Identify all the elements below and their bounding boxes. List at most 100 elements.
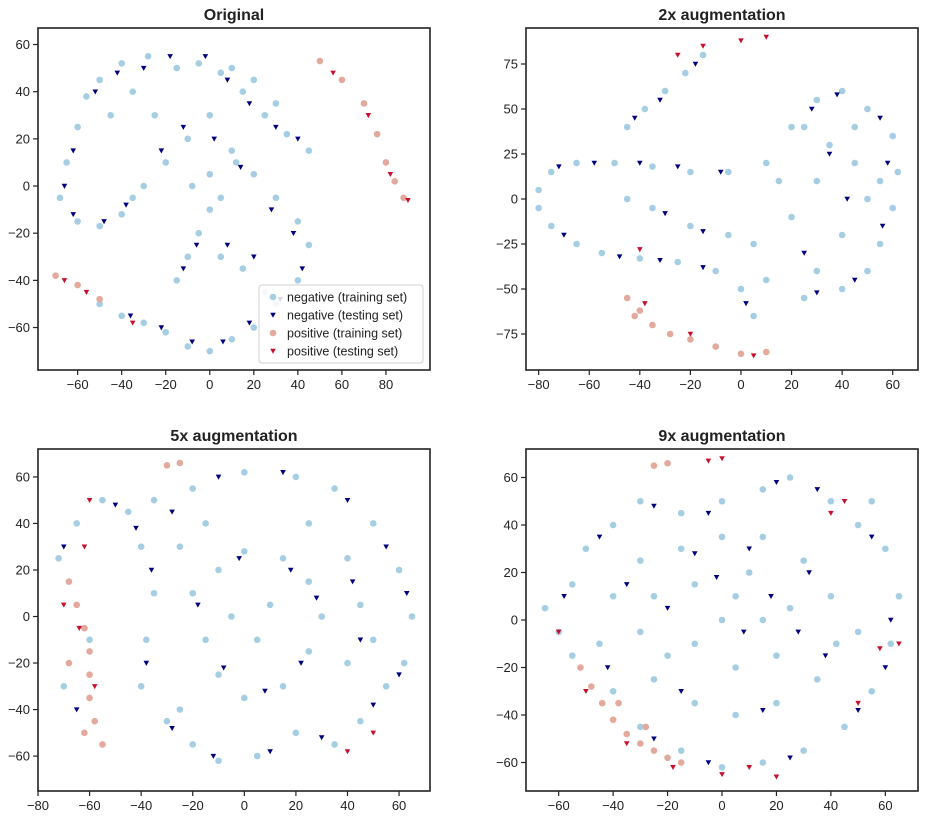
point-negative-training-set [344,659,351,667]
point-positive-testing-set [746,765,753,771]
point-positive-testing-set [642,301,648,307]
point-negative-testing-set [700,229,706,235]
point-positive-testing-set [719,772,725,778]
point-negative-training-set [582,545,590,553]
point-negative-testing-set [246,320,253,326]
point-positive-training-set [81,729,88,737]
point-negative-testing-set [167,54,173,60]
point-negative-training-set [217,69,225,77]
point-negative-testing-set [268,207,275,213]
point-negative-testing-set [884,160,891,166]
point-negative-training-set [188,182,196,190]
point-positive-testing-set [365,113,372,119]
point-negative-testing-set [806,570,812,576]
point-negative-testing-set [169,725,175,731]
point-positive-training-set [391,178,399,185]
point-negative-testing-set [114,70,121,76]
x-tick-label: 0 [241,798,248,813]
chart-title: Original [204,7,264,24]
point-negative-testing-set [70,212,77,218]
point-negative-testing-set [879,223,886,229]
chart-title: 5x augmentation [170,428,297,445]
point-negative-testing-set [657,257,663,263]
subplot-9x-augmentation: 9x augmentation −60 −40 −20 0 20 40 60 −60 −40 −20… [496,428,919,813]
point-negative-training-set [176,543,184,551]
point-positive-training-set [737,350,745,358]
point-negative-training-set [786,604,794,612]
point-negative-training-set [176,706,184,713]
point-positive-testing-set [370,730,377,736]
x-tick-label: 60 [885,377,899,392]
y-tick-label: 40 [16,84,30,99]
point-negative-training-set [253,752,261,760]
point-negative-training-set [228,147,236,154]
x-tick-label: 40 [824,798,838,813]
point-positive-testing-set [61,278,68,284]
point-negative-training-set [649,204,656,212]
point-negative-training-set [189,589,197,597]
point-negative-training-set [63,159,70,166]
point-negative-testing-set [193,242,200,248]
point-negative-training-set [292,729,300,737]
point-negative-testing-set [298,660,304,666]
point-negative-training-set [241,548,248,555]
point-negative-training-set [732,711,739,719]
point-negative-training-set [344,555,351,562]
point-negative-training-set [851,159,859,167]
x-tick-label: 20 [769,798,783,813]
x-tick-label: −20 [679,377,701,392]
x-tick-label: 0 [737,377,744,392]
point-positive-training-set [86,694,93,702]
point-negative-training-set [568,581,576,588]
legend-marker-positive-testing-set [270,348,276,354]
point-negative-training-set [369,520,377,527]
point-negative-testing-set [664,605,671,611]
point-negative-testing-set [808,106,815,112]
point-negative-training-set [241,468,248,476]
y-tick-label: 60 [16,37,30,52]
point-positive-testing-set [719,456,725,462]
point-negative-training-set [189,741,197,748]
y-tick-label: −40 [496,708,518,723]
y-tick-label: −60 [496,755,518,770]
point-positive-training-set [65,659,73,667]
point-negative-training-set [786,474,794,481]
point-negative-training-set [800,123,808,131]
point-negative-testing-set [287,567,294,573]
point-negative-training-set [637,723,644,731]
point-positive-testing-set [344,749,351,755]
point-negative-testing-set [760,708,766,714]
point-positive-testing-set [330,70,336,76]
point-positive-training-set [649,321,656,329]
point-negative-training-set [124,508,132,516]
point-positive-training-set [623,294,631,302]
x-tick-label: 20 [784,377,798,392]
point-negative-training-set [137,683,145,690]
point-negative-testing-set [383,544,389,550]
point-negative-testing-set [814,487,821,493]
point-negative-testing-set [855,708,861,714]
point-negative-testing-set [877,115,883,121]
y-tick-label: 0 [511,192,518,207]
point-positive-training-set [664,754,671,762]
point-positive-testing-set [738,38,744,44]
point-negative-testing-set [814,290,820,296]
y-tick-label: 40 [504,518,518,533]
point-negative-testing-set [801,250,807,256]
point-positive-training-set [86,648,93,655]
point-negative-training-set [217,194,225,202]
point-positive-testing-set [670,765,676,771]
point-positive-training-set [577,664,584,671]
point-negative-testing-set [662,211,668,217]
point-negative-training-set [96,222,103,230]
point-negative-testing-set [773,480,780,486]
y-tick-label: 20 [16,131,30,146]
point-negative-training-set [83,93,90,100]
point-negative-training-set [687,222,694,230]
point-negative-training-set [732,592,739,600]
point-negative-testing-set [717,169,724,175]
point-negative-testing-set [101,219,107,225]
point-negative-training-set [107,111,114,119]
